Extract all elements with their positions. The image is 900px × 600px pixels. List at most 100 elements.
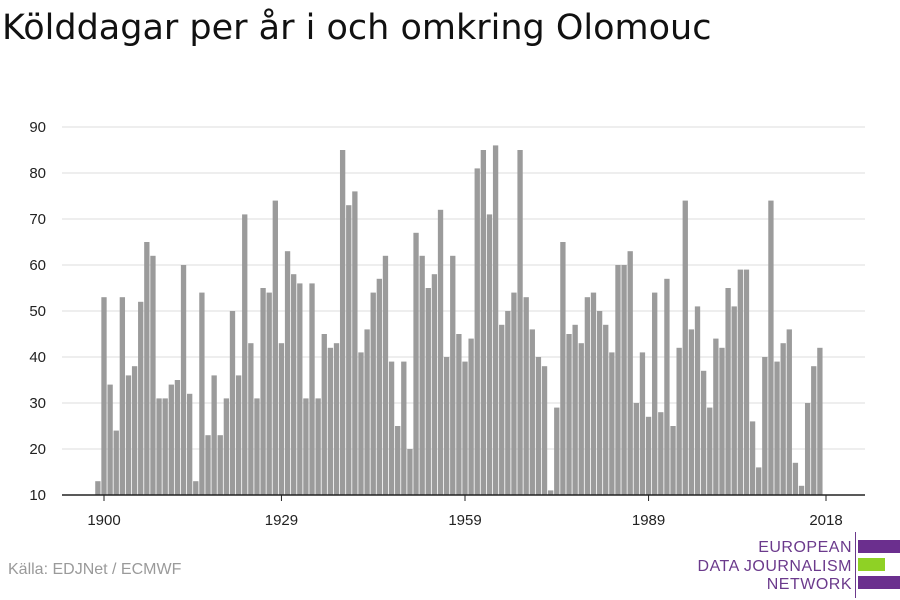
- bar-1997: [694, 306, 701, 495]
- bar-1986: [627, 251, 633, 495]
- y-tick-label: 30: [29, 395, 46, 412]
- bar-1909: [156, 398, 162, 495]
- x-tick-label: 1989: [632, 512, 665, 529]
- bar-1953: [425, 288, 431, 495]
- bar-1929: [278, 343, 285, 495]
- bar-1972: [541, 366, 548, 495]
- bar-2009: [768, 200, 774, 495]
- bar-1949: [401, 361, 407, 495]
- logo-line-1: EUROPEAN: [758, 539, 852, 556]
- y-tick-label: 10: [29, 487, 46, 504]
- bar-1981: [596, 311, 603, 495]
- y-axis: 10 20 30 40 50 60 70 80 90: [29, 119, 46, 504]
- bar-1908: [150, 255, 156, 495]
- bar-2003: [731, 306, 737, 495]
- bar-1961: [474, 168, 480, 495]
- bar-1903: [119, 297, 126, 495]
- bar-2007: [756, 467, 762, 495]
- bar-1925: [254, 398, 260, 495]
- bar-1917: [205, 435, 211, 495]
- bar-1936: [321, 334, 327, 495]
- bar-1963: [486, 214, 493, 495]
- bar-1959: [462, 361, 468, 495]
- y-tick-label: 40: [29, 349, 46, 366]
- bar-1952: [419, 255, 425, 495]
- bar-2005: [743, 269, 750, 495]
- bar-1907: [144, 242, 150, 495]
- edjnet-logo: EUROPEAN DATA JOURNALISM NETWORK: [697, 532, 900, 598]
- bar-1932: [297, 283, 303, 495]
- bar-1935: [315, 398, 321, 495]
- bar-1926: [260, 288, 266, 495]
- source-note: Källa: EDJNet / ECMWF: [8, 561, 182, 578]
- bar-2014: [798, 485, 805, 495]
- bar-1988: [639, 352, 646, 495]
- bar-1966: [505, 311, 511, 495]
- logo-bar-purple-bottom: [858, 576, 900, 589]
- bar-1946: [382, 255, 389, 495]
- bar-1940: [346, 205, 352, 495]
- x-tick-label: 1900: [87, 512, 120, 529]
- bar-1947: [388, 361, 395, 495]
- bar-1982: [603, 324, 609, 495]
- bar-1913: [180, 265, 187, 495]
- bar-1990: [652, 292, 658, 495]
- x-tick-label: 1959: [448, 512, 481, 529]
- bar-2011: [780, 343, 786, 495]
- bar-2002: [725, 288, 731, 495]
- bar-1954: [431, 274, 438, 495]
- bar-2015: [804, 403, 811, 495]
- logo-line-2: DATA JOURNALISM: [697, 558, 852, 575]
- bar-1978: [578, 343, 584, 495]
- bar-1996: [688, 329, 695, 495]
- bar-1980: [590, 292, 597, 495]
- bar-2010: [774, 361, 780, 495]
- bar-1989: [645, 416, 652, 495]
- logo-bar-purple-top: [858, 540, 900, 553]
- bar-1939: [339, 150, 346, 495]
- bar-1922: [235, 375, 242, 495]
- bar-1915: [193, 481, 199, 495]
- bar-1937: [327, 347, 334, 495]
- bar-1964: [492, 145, 499, 495]
- bar-1905: [131, 366, 138, 495]
- bar-1965: [499, 324, 505, 495]
- bar-2001: [719, 347, 725, 495]
- bar-1993: [670, 426, 676, 495]
- bar-1985: [621, 265, 627, 495]
- bar-1956: [443, 357, 450, 495]
- y-tick-label: 60: [29, 257, 46, 274]
- bar-1970: [529, 329, 535, 495]
- bar-1919: [217, 435, 223, 495]
- bar-2017: [817, 347, 823, 495]
- bar-1967: [511, 292, 517, 495]
- bar-2016: [811, 366, 817, 495]
- bar-1934: [309, 283, 315, 495]
- bar-1979: [584, 297, 591, 495]
- bar-1916: [199, 292, 205, 495]
- bar-1941: [352, 191, 358, 495]
- chart-title: Kölddagar per år i och omkring Olomouc: [2, 8, 712, 48]
- bar-1923: [242, 214, 248, 495]
- bar-1938: [333, 343, 340, 495]
- bar-1999: [707, 407, 713, 495]
- bar-1931: [291, 274, 297, 495]
- bar-1904: [125, 375, 132, 495]
- bar-1921: [229, 311, 236, 495]
- bar-1991: [658, 412, 664, 495]
- bar-2013: [792, 462, 799, 495]
- bar-2004: [737, 269, 743, 495]
- bar-1951: [413, 232, 419, 496]
- bar-1984: [615, 265, 621, 495]
- y-tick-label: 50: [29, 303, 46, 320]
- bar-1960: [468, 338, 474, 495]
- bar-1902: [113, 430, 119, 495]
- bar-1950: [407, 449, 413, 495]
- bar-1911: [168, 384, 174, 495]
- bar-1962: [480, 150, 487, 495]
- bar-1944: [370, 292, 376, 495]
- logo-line-3: NETWORK: [766, 576, 852, 593]
- bar-1976: [566, 334, 572, 495]
- bar-1901: [107, 384, 113, 495]
